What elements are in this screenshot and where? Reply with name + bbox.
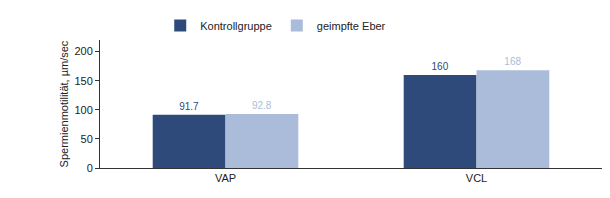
svg-text:Spermienmotilität, µm/sec: Spermienmotilität, µm/sec — [58, 40, 70, 167]
svg-text:91.7: 91.7 — [179, 101, 199, 112]
svg-text:200: 200 — [74, 45, 92, 57]
svg-text:VAP: VAP — [215, 172, 236, 184]
svg-text:100: 100 — [74, 104, 92, 116]
svg-text:92.8: 92.8 — [252, 100, 272, 111]
svg-text:168: 168 — [504, 56, 521, 67]
svg-text:geimpfte Eber: geimpfte Eber — [317, 20, 386, 32]
svg-text:150: 150 — [74, 75, 92, 87]
svg-text:0: 0 — [87, 162, 93, 174]
svg-text:50: 50 — [81, 133, 93, 145]
svg-text:VCL: VCL — [466, 172, 487, 184]
svg-text:Kontrollgruppe: Kontrollgruppe — [200, 20, 272, 32]
svg-text:160: 160 — [432, 61, 449, 72]
